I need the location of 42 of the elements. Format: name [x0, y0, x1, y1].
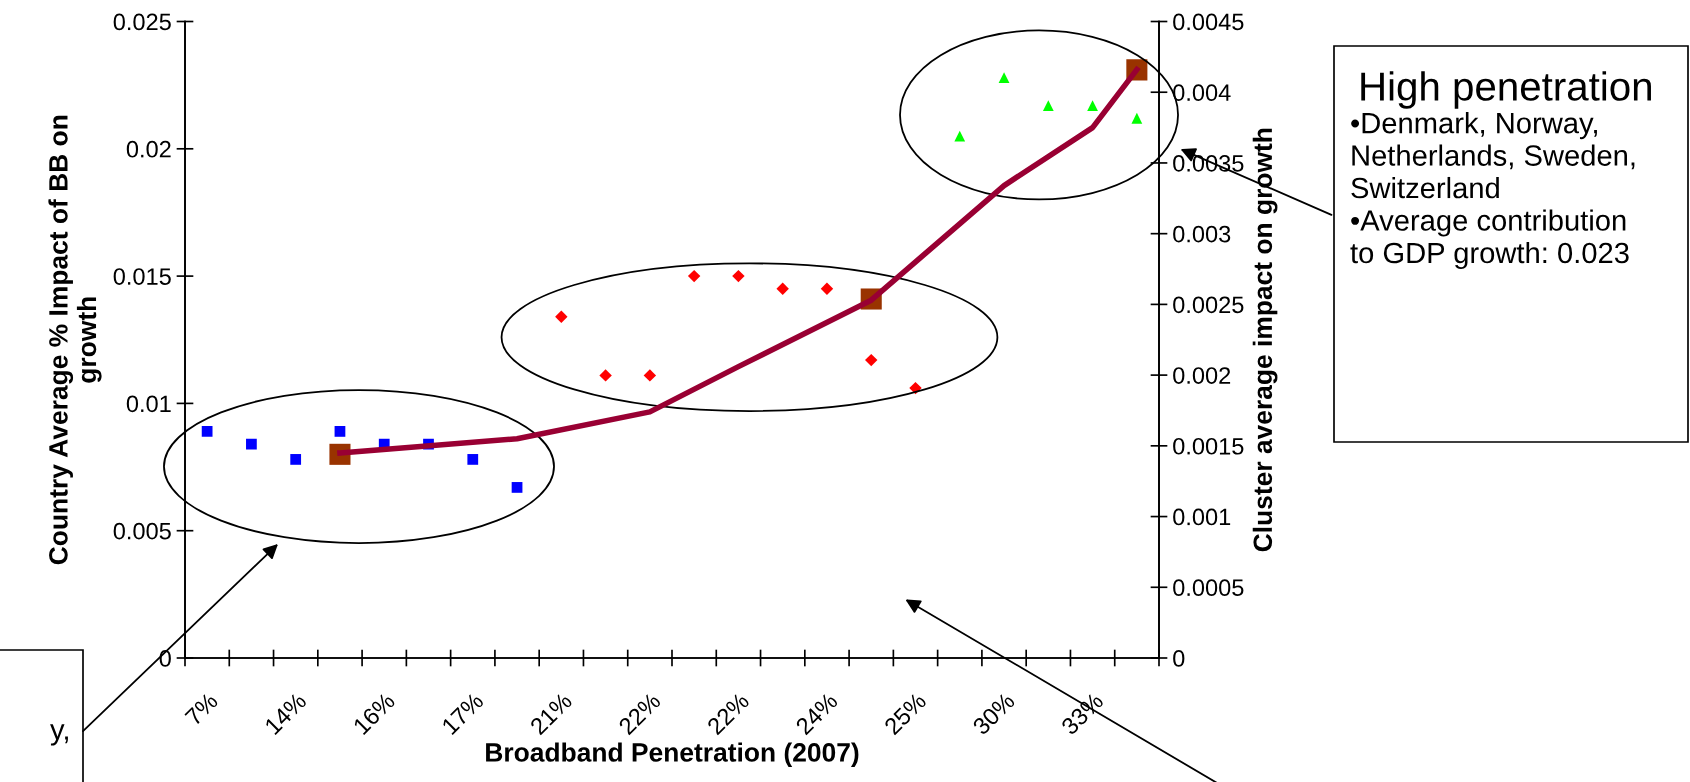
y-tick-label: 0.01 [126, 395, 171, 413]
y2-tick-label: 0.0015 [1173, 437, 1244, 455]
y2-axis-title: Cluster average impact on growth [1252, 128, 1278, 552]
point [246, 438, 257, 450]
point [334, 426, 346, 437]
y2-tick-label: 0.001 [1173, 508, 1231, 526]
text: y, [50, 724, 68, 746]
point [555, 310, 568, 324]
text: High penetration [1361, 71, 1651, 109]
y-tick-label: 0.005 [113, 522, 171, 540]
point [1042, 100, 1054, 111]
point [732, 269, 745, 283]
y2-tick-label: 0.0005 [1173, 579, 1244, 597]
point [687, 269, 701, 283]
point [998, 72, 1010, 83]
point [599, 369, 612, 382]
point [1131, 112, 1143, 124]
point [865, 353, 878, 367]
x-tick-label: 7% [184, 691, 219, 727]
point [467, 454, 479, 465]
y-axis-title: Country Average % Impact of BB on growth [48, 115, 102, 565]
y2-tick-label: 0.003 [1173, 225, 1231, 243]
x-tick-label: 33% [1060, 691, 1105, 736]
y2-tick-label: 0.004 [1173, 84, 1231, 102]
y2-tick-label: 0.0045 [1173, 13, 1244, 31]
point [290, 454, 302, 465]
x-axis-title: Broadband Penetration (2007) [486, 742, 859, 767]
y2-tick-label: 0.0025 [1173, 296, 1244, 314]
point [643, 369, 657, 382]
point [820, 282, 834, 296]
point [511, 482, 523, 493]
y2-tick-label: 0 [1173, 650, 1185, 667]
point [201, 426, 213, 437]
x-tick-label: 30% [971, 691, 1016, 736]
point [776, 282, 789, 296]
y-tick-label: 0.015 [113, 268, 171, 285]
point [954, 130, 966, 142]
point [1087, 100, 1098, 111]
y2-tick-label: 0.002 [1173, 367, 1231, 384]
y-tick-label: 0.025 [113, 13, 171, 31]
text: •Denmark, Norway, Netherlands, Sweden, Switzerland •Average contribution to GDP growth: 0.023 [1350, 112, 1635, 270]
y-tick-label: 0.02 [126, 140, 171, 158]
